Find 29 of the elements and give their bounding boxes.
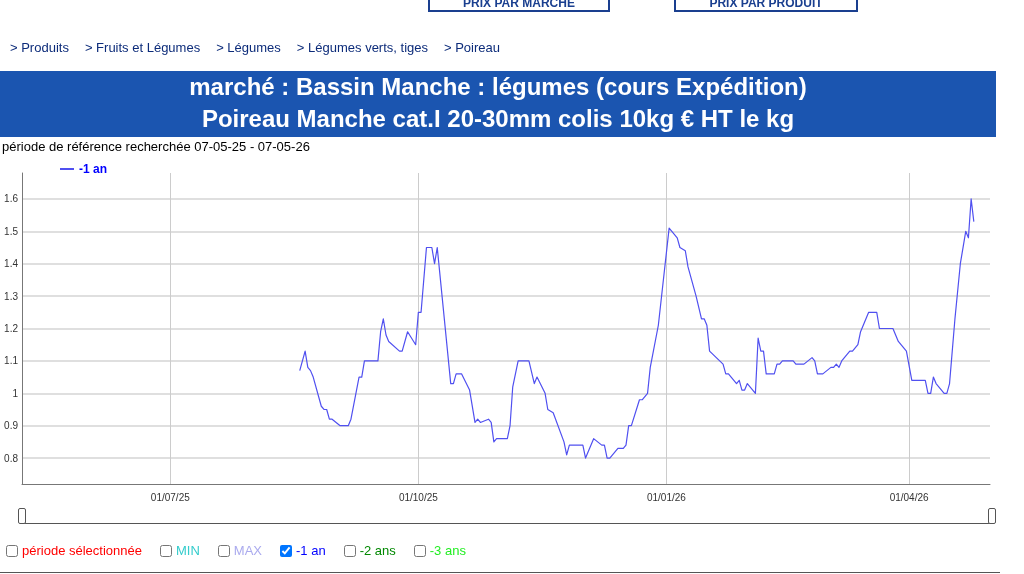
text: > Poireau [444,40,501,55]
text: -3 ans [429,543,466,558]
y-tick-label: 1.3 [4,290,19,302]
text: -2 ans [359,543,396,558]
text: > Légumes verts, tiges [296,40,428,55]
text: > Légumes [216,40,281,55]
y-tick-label: 1 [12,387,19,399]
x-tick-label: 01/01/26 [646,491,687,503]
chart-title: marché : Bassin Manche : légumes (cours Expédition) [188,72,808,102]
text: MAX [233,543,262,558]
text: > Fruits et Légumes [84,40,201,55]
text: > Produits [10,40,69,55]
x-tick-label: 01/10/25 [398,491,439,503]
text: MIN [175,543,200,558]
text: -1 an [296,543,326,558]
y-tick-label: 1.5 [4,225,19,237]
chart-subtitle: Poireau Manche cat.I 20-30mm colis 10kg € HT le kg [200,104,796,134]
y-tick-label: 0.9 [4,420,19,432]
y-tick-label: 1.4 [4,258,19,270]
x-tick-label: 01/04/26 [889,491,929,503]
text: période de référence recherchée 07-05-25 - 07-05-26 [2,139,310,154]
text: période sélectionnée [22,543,142,558]
legend-label: -1 an [79,162,108,176]
y-tick-label: 1.2 [4,323,19,334]
line-series [299,198,975,459]
y-tick-label: 0.8 [4,452,19,464]
x-tick-label: 01/07/25 [150,491,191,503]
y-tick-label: 1.1 [4,355,19,367]
y-tick-label: 1.6 [4,193,19,205]
